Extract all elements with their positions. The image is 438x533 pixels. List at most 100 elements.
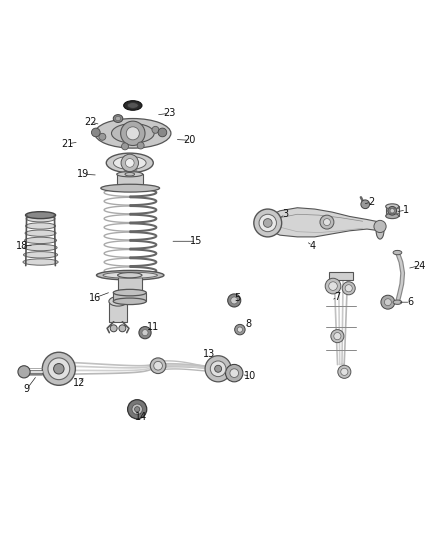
Bar <box>109 301 127 322</box>
Ellipse shape <box>376 223 384 239</box>
Bar <box>113 293 146 301</box>
Circle shape <box>48 358 70 379</box>
Circle shape <box>231 297 238 304</box>
Circle shape <box>385 298 391 305</box>
Ellipse shape <box>125 160 134 164</box>
Text: 10: 10 <box>244 371 257 381</box>
Circle shape <box>92 128 100 137</box>
Circle shape <box>121 143 128 150</box>
Circle shape <box>127 400 147 419</box>
Ellipse shape <box>117 272 142 278</box>
Circle shape <box>150 358 166 374</box>
Text: 11: 11 <box>147 322 159 333</box>
Ellipse shape <box>117 290 142 295</box>
Ellipse shape <box>393 300 402 304</box>
Circle shape <box>154 361 162 370</box>
Circle shape <box>210 361 226 377</box>
Bar <box>117 275 142 293</box>
Circle shape <box>99 133 106 140</box>
Text: 9: 9 <box>24 384 30 394</box>
Circle shape <box>215 365 222 372</box>
Text: 13: 13 <box>203 350 215 359</box>
Ellipse shape <box>117 172 143 177</box>
Ellipse shape <box>112 124 154 143</box>
Circle shape <box>134 407 140 412</box>
Circle shape <box>325 278 341 294</box>
Ellipse shape <box>25 223 56 229</box>
Circle shape <box>361 200 370 208</box>
Ellipse shape <box>25 212 56 219</box>
Circle shape <box>263 219 272 228</box>
Circle shape <box>110 325 117 332</box>
Text: 19: 19 <box>77 169 89 179</box>
Ellipse shape <box>25 237 57 244</box>
Ellipse shape <box>113 115 123 123</box>
Text: 20: 20 <box>183 135 196 146</box>
Circle shape <box>323 219 330 225</box>
Text: 24: 24 <box>413 261 425 271</box>
Ellipse shape <box>393 251 402 255</box>
Ellipse shape <box>95 118 171 148</box>
Circle shape <box>226 365 243 382</box>
Circle shape <box>338 365 351 378</box>
Bar <box>117 174 143 187</box>
Circle shape <box>120 121 145 146</box>
Circle shape <box>205 356 231 382</box>
Circle shape <box>228 294 241 307</box>
Circle shape <box>320 215 334 229</box>
Text: 12: 12 <box>73 378 85 388</box>
Circle shape <box>42 352 75 385</box>
Ellipse shape <box>127 103 138 108</box>
Circle shape <box>390 208 394 213</box>
Ellipse shape <box>101 184 159 192</box>
Ellipse shape <box>113 298 146 304</box>
Circle shape <box>237 327 243 332</box>
Text: 3: 3 <box>282 209 288 219</box>
Text: 7: 7 <box>334 292 340 302</box>
Ellipse shape <box>113 156 146 169</box>
Ellipse shape <box>24 245 57 251</box>
Circle shape <box>132 404 142 415</box>
Polygon shape <box>268 208 380 237</box>
Circle shape <box>381 295 395 309</box>
Polygon shape <box>328 272 353 279</box>
Text: 5: 5 <box>234 293 240 303</box>
Circle shape <box>342 282 355 295</box>
Ellipse shape <box>125 173 134 176</box>
Circle shape <box>329 282 337 290</box>
Text: 16: 16 <box>89 293 101 303</box>
Text: 8: 8 <box>246 319 252 329</box>
Ellipse shape <box>124 101 142 110</box>
Ellipse shape <box>106 153 153 173</box>
Circle shape <box>230 369 239 377</box>
Text: 15: 15 <box>190 236 202 246</box>
Text: 2: 2 <box>368 197 374 207</box>
Ellipse shape <box>116 116 120 120</box>
Ellipse shape <box>386 213 399 219</box>
Circle shape <box>53 364 64 374</box>
Circle shape <box>254 209 282 237</box>
Text: 23: 23 <box>163 108 175 118</box>
Circle shape <box>126 127 139 140</box>
Text: 1: 1 <box>403 205 409 215</box>
Bar <box>386 206 399 216</box>
Circle shape <box>152 126 159 133</box>
Text: 4: 4 <box>310 240 316 251</box>
Text: 14: 14 <box>135 411 148 422</box>
Ellipse shape <box>23 259 58 265</box>
Circle shape <box>341 368 348 375</box>
Circle shape <box>388 206 396 215</box>
Text: 18: 18 <box>16 240 28 251</box>
Circle shape <box>334 333 341 340</box>
Circle shape <box>331 329 344 343</box>
Ellipse shape <box>26 215 55 222</box>
Ellipse shape <box>24 252 58 258</box>
Text: 6: 6 <box>407 297 413 307</box>
Circle shape <box>125 158 134 167</box>
Circle shape <box>142 329 148 336</box>
Ellipse shape <box>25 230 56 236</box>
Circle shape <box>345 285 352 292</box>
Text: 22: 22 <box>85 117 97 127</box>
Ellipse shape <box>96 270 164 280</box>
Circle shape <box>158 128 167 137</box>
